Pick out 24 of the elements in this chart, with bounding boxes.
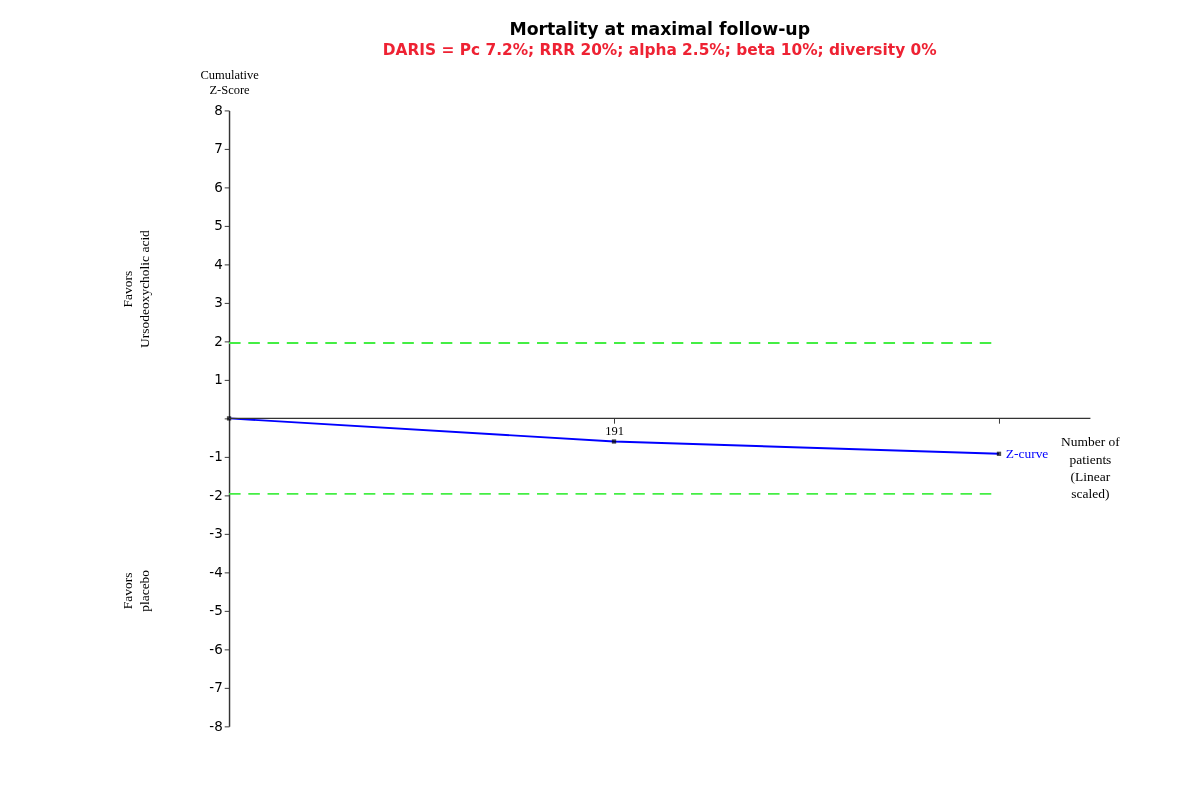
y-tick-label: -2 xyxy=(209,486,223,503)
y-tick-label: -8 xyxy=(209,717,223,734)
y-tick-label: 7 xyxy=(214,140,223,157)
text: Favors Ursodeoxycholic acid xyxy=(119,229,153,348)
x-axis-title: Number of patients (Linear scaled) xyxy=(1061,434,1121,502)
y-tick-label: -7 xyxy=(209,679,223,696)
x-tick-label: 191 xyxy=(605,424,624,439)
y-tick-label: -5 xyxy=(209,602,223,619)
y-axis-title: Cumulative Z-Score xyxy=(200,68,260,97)
y-tick-label: 4 xyxy=(214,255,223,272)
y-tick-label: -3 xyxy=(209,525,223,542)
y-tick-label: 8 xyxy=(214,101,223,118)
chart-title: Mortality at maximal follow-up xyxy=(509,19,811,40)
series-label: Z-curve xyxy=(1005,445,1049,461)
y-tick-label: 6 xyxy=(214,178,223,195)
y-tick-label: -1 xyxy=(209,448,223,465)
y-tick-label: 1 xyxy=(214,371,223,388)
text: Favors placebo xyxy=(119,569,153,612)
y-tick-label: 2 xyxy=(214,332,223,349)
y-tick-label: -6 xyxy=(209,640,223,657)
chart-subtitle: DARIS = Pc 7.2%; RRR 20%; alpha 2.5%; beta 10%; diversity 0% xyxy=(382,40,937,59)
y-tick-label: -4 xyxy=(209,563,223,580)
y-tick-label: 5 xyxy=(214,217,223,234)
y-tick-label: 3 xyxy=(214,294,223,311)
